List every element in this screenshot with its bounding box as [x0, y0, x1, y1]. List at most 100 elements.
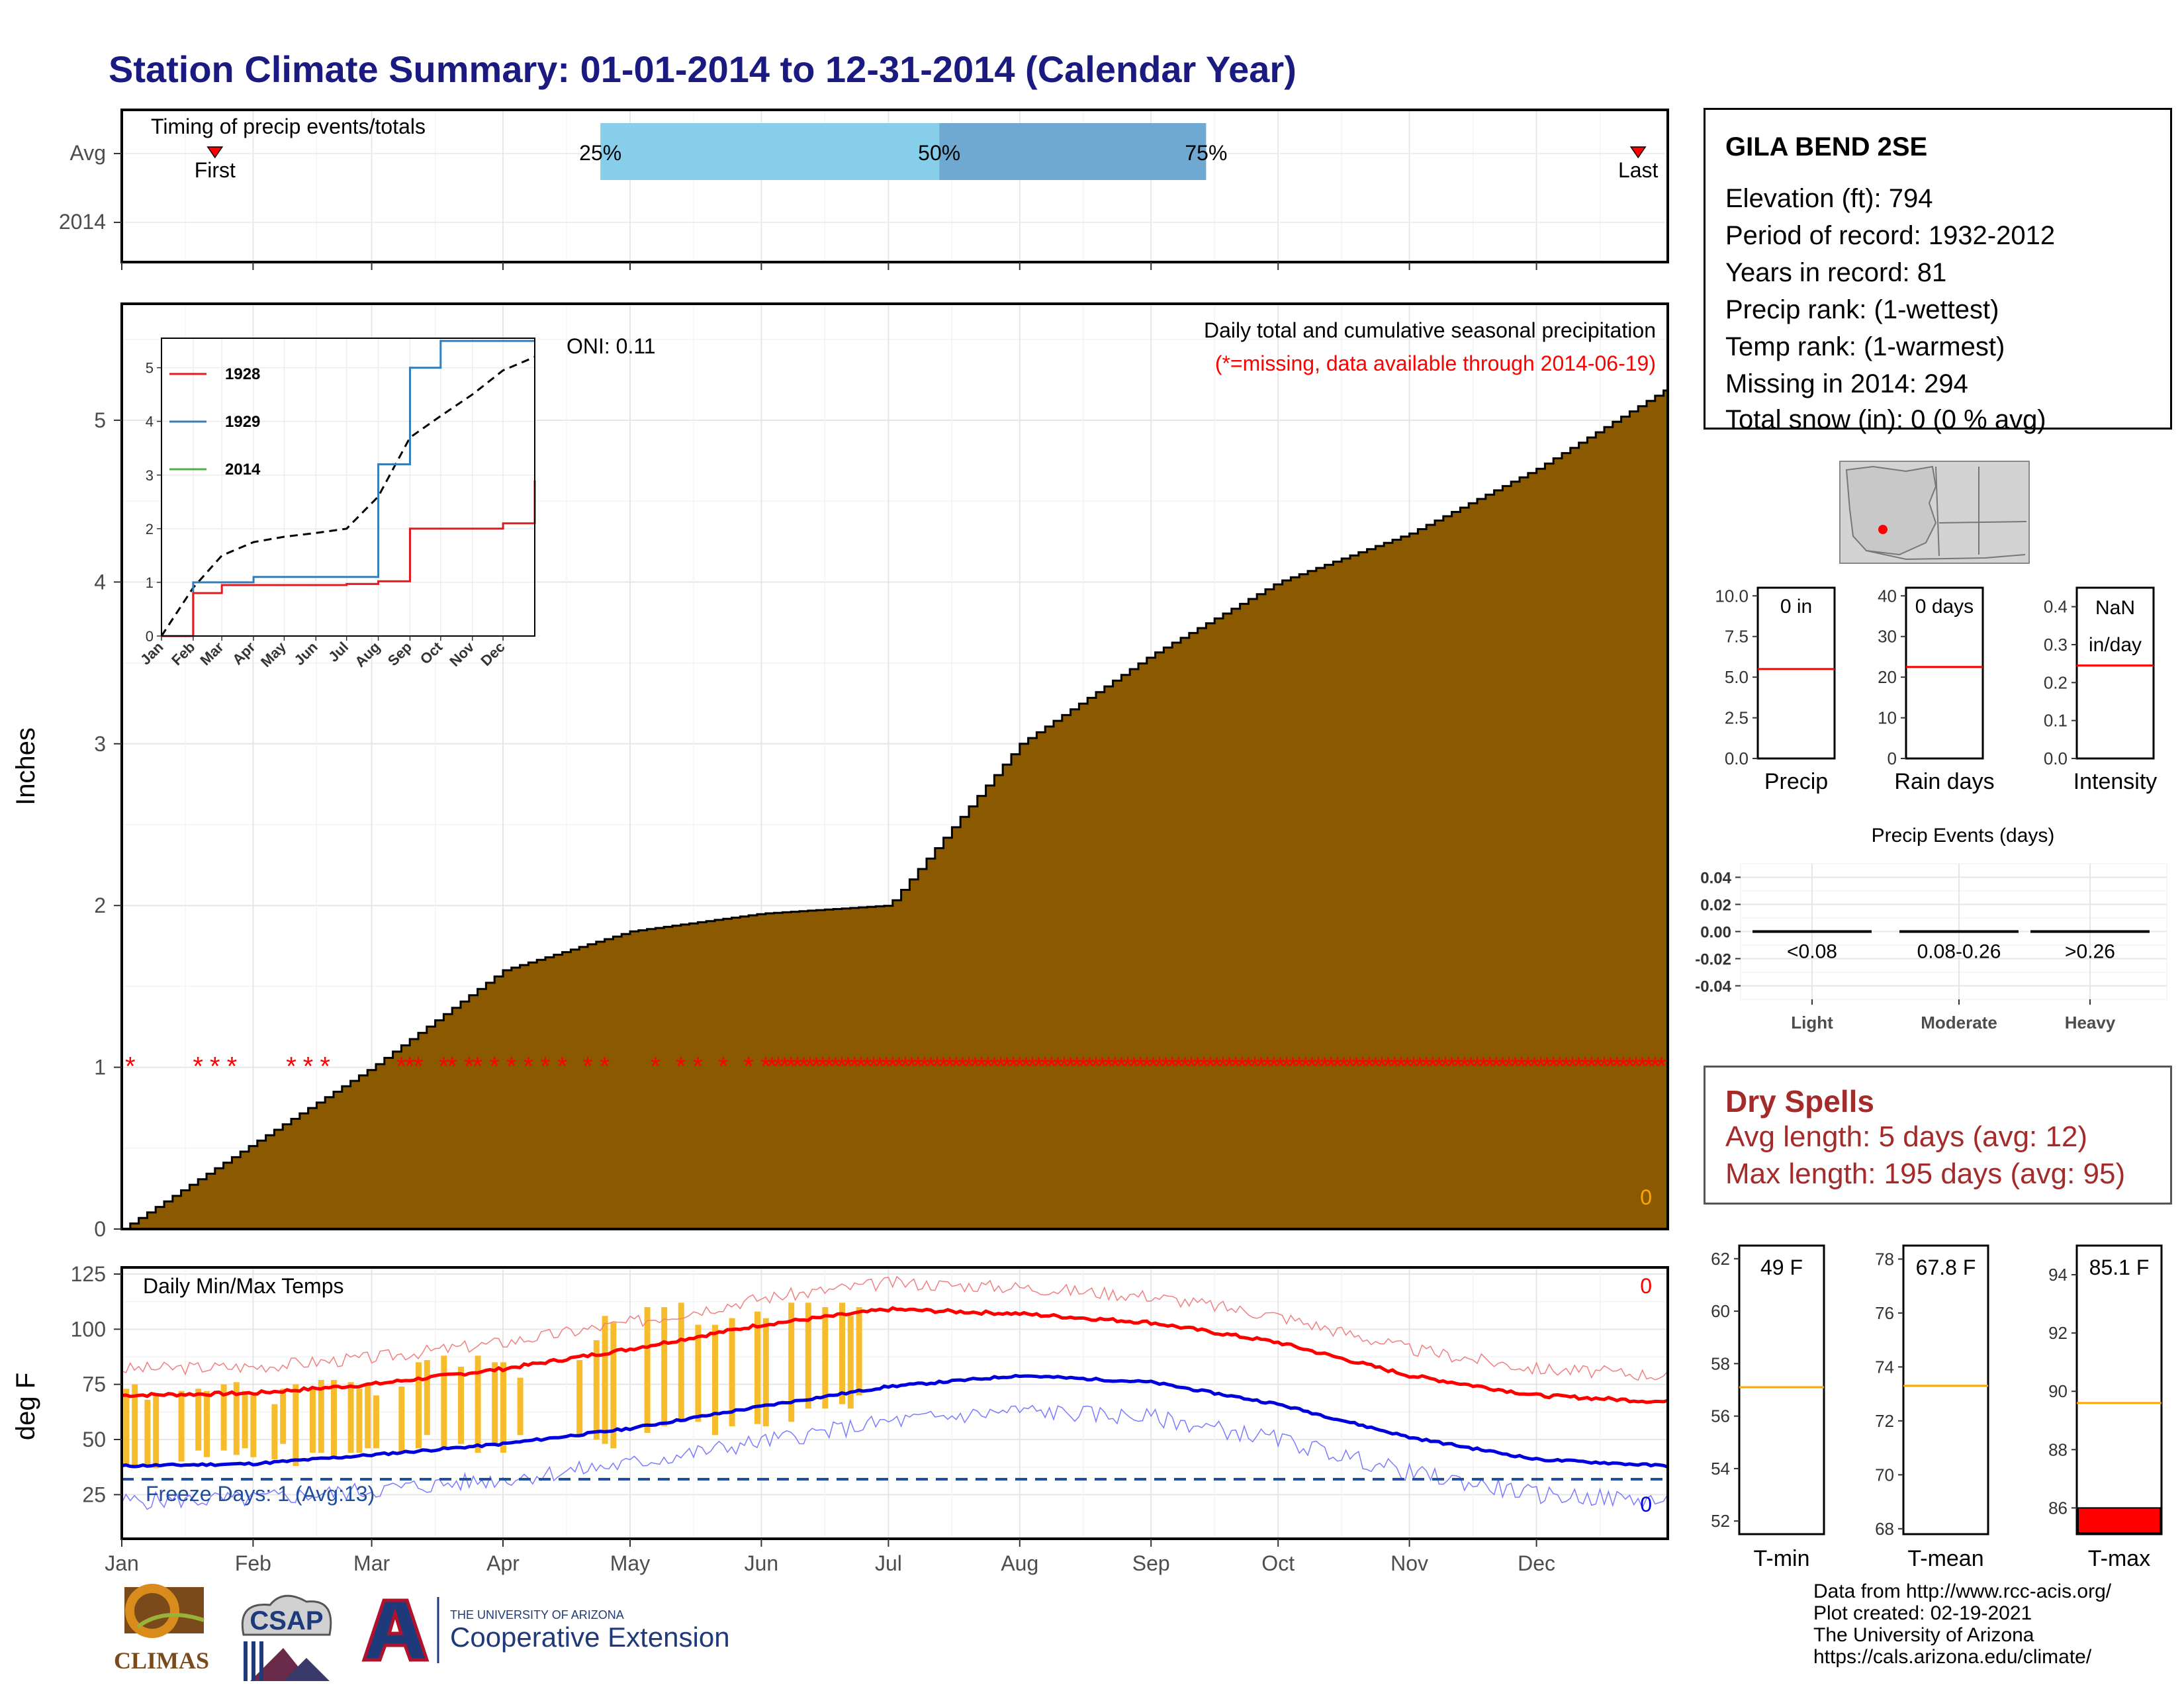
temp-observed-bar [347, 1382, 354, 1453]
missing-marker: * [843, 1052, 854, 1081]
missing-marker: * [1015, 1052, 1025, 1081]
missing-marker: * [900, 1052, 911, 1081]
temp-observed-bar [661, 1307, 668, 1426]
missing-marker: * [1567, 1052, 1578, 1081]
missing-marker: * [1262, 1052, 1273, 1081]
temp-ytick-label: 125 [71, 1262, 106, 1286]
events-category-label: Moderate [1921, 1013, 1997, 1032]
precip-ytick-label: 4 [94, 570, 106, 594]
temp-observed-bar [280, 1389, 287, 1444]
missing-marker: * [1066, 1052, 1076, 1081]
missing-marker: * [1643, 1052, 1654, 1081]
temp-summary-tick-label: 56 [1711, 1406, 1730, 1426]
summary-bar-value: 0 in [1780, 596, 1812, 617]
temp-observed-bar [310, 1389, 316, 1453]
station-elevation: Elevation (ft): 794 [1725, 184, 1933, 213]
temp-observed-bar [416, 1362, 422, 1449]
inset-ytick-label: 0 [146, 628, 154, 645]
month-label: Jan [105, 1551, 139, 1575]
summary-bar-value: 0 days [1915, 596, 1974, 617]
precip-ytick-label: 1 [94, 1056, 106, 1079]
missing-marker: * [1135, 1052, 1146, 1081]
inset-ytick-label: 5 [146, 360, 154, 377]
temp-summary-value: 85.1 F [2089, 1256, 2150, 1279]
missing-marker: * [1110, 1052, 1120, 1081]
events-title: Precip Events (days) [1872, 825, 2055, 846]
missing-marker: * [875, 1052, 886, 1081]
missing-marker: * [944, 1052, 955, 1081]
missing-marker: * [831, 1052, 841, 1081]
missing-marker: * [1294, 1052, 1304, 1081]
missing-marker: * [227, 1052, 238, 1081]
missing-marker: * [464, 1052, 475, 1081]
dry-spells-avg: Avg length: 5 days (avg: 12) [1725, 1120, 2088, 1153]
summary-bar-rain-days: 0 10 20 30 40 0 days Rain days [1878, 586, 1995, 794]
missing-marker: * [439, 1052, 449, 1081]
missing-marker: * [1371, 1052, 1381, 1081]
temp-corner-red: 0 [1640, 1274, 1652, 1298]
temp-observed-bar [762, 1318, 769, 1426]
missing-marker: * [868, 1052, 879, 1081]
missing-marker: * [1606, 1052, 1616, 1081]
temp-summary-tick-label: 76 [1875, 1303, 1894, 1323]
inset-ytick-label: 4 [146, 414, 154, 430]
missing-marker: * [780, 1052, 790, 1081]
missing-marker: * [1307, 1052, 1318, 1081]
timing-row-2014: 2014 [59, 210, 106, 234]
missing-marker: * [1339, 1052, 1349, 1081]
month-label: Apr [486, 1551, 520, 1575]
first-event-label: First [195, 158, 236, 182]
missing-marker: * [792, 1052, 803, 1081]
inset-legend-label: 1929 [225, 413, 260, 431]
temp-observed-bar [331, 1380, 337, 1457]
missing-marker: * [320, 1052, 330, 1081]
climas-logo [111, 1580, 217, 1680]
missing-marker: * [1142, 1052, 1152, 1081]
missing-marker: * [824, 1052, 835, 1081]
last-event-label: Last [1618, 158, 1659, 182]
missing-marker: * [1218, 1052, 1228, 1081]
temp-observed-bar [788, 1303, 795, 1422]
missing-marker: * [805, 1052, 815, 1081]
temp-summary-tick-label: 88 [2048, 1440, 2068, 1459]
missing-marker: * [1002, 1052, 1013, 1081]
missing-marker: * [1193, 1052, 1203, 1081]
temp-summary-tick-label: 94 [2048, 1265, 2068, 1285]
temp-observed-bar [754, 1311, 760, 1424]
station-period: Period of record: 1932-2012 [1725, 221, 2056, 250]
timing-quartile-25-50 [600, 123, 940, 180]
missing-marker: * [1154, 1052, 1165, 1081]
temp-observed-bar [318, 1380, 324, 1453]
svg-text:Cooperative Extension: Cooperative Extension [450, 1622, 730, 1653]
precip-panel: * * * * * * * *** ** ** * * * * * * * * * * * * **************… [11, 302, 1669, 1241]
last-event-marker [1629, 146, 1647, 159]
university-of-arizona-logo: THE UNIVERSITY OF ARIZONA Cooperative Ex… [357, 1594, 741, 1667]
missing-marker: * [1586, 1052, 1597, 1081]
missing-marker: * [881, 1052, 891, 1081]
missing-marker: * [1244, 1052, 1254, 1081]
summary-bar-tick-label: 40 [1878, 586, 1897, 606]
missing-marker: * [1275, 1052, 1286, 1081]
temp-observed-bar [250, 1395, 257, 1457]
missing-marker: * [303, 1052, 314, 1081]
missing-marker: * [506, 1052, 517, 1081]
missing-marker: * [1484, 1052, 1495, 1081]
inset-legend-label: 2014 [225, 461, 261, 479]
temp-observed-bar [695, 1324, 702, 1422]
missing-marker: * [1625, 1052, 1635, 1081]
timing-row-avg: Avg [69, 141, 106, 165]
missing-marker: * [1408, 1052, 1419, 1081]
missing-marker: * [1021, 1052, 1032, 1081]
missing-marker: * [1269, 1052, 1279, 1081]
missing-marker: * [413, 1052, 424, 1081]
missing-marker: * [489, 1052, 500, 1081]
missing-marker: * [938, 1052, 949, 1081]
tmin-record-line [121, 1404, 1668, 1510]
temp-observed-bar [712, 1324, 718, 1436]
missing-marker: * [958, 1052, 968, 1081]
missing-marker: * [1574, 1052, 1584, 1081]
missing-marker: * [1034, 1052, 1044, 1081]
events-range-label: 0.08-0.26 [1917, 941, 2001, 963]
precip-ytick-label: 0 [94, 1217, 106, 1241]
missing-marker: * [523, 1052, 534, 1081]
